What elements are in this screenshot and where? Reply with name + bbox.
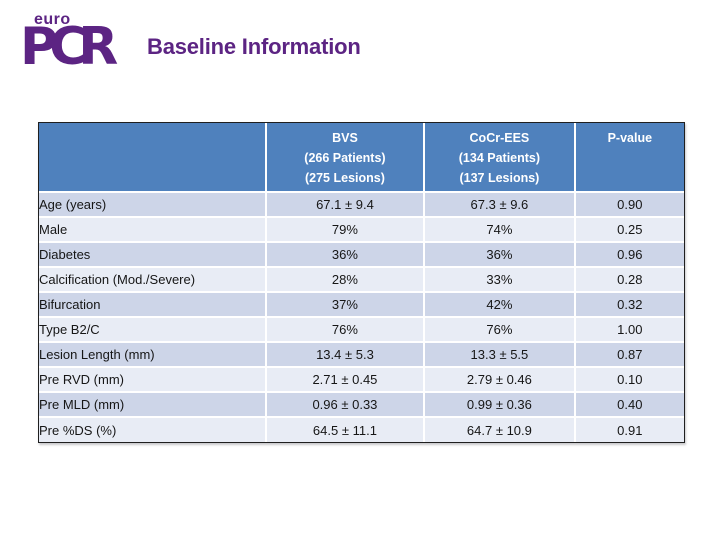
header-pvalue-cell: P-value [574,123,684,193]
table-row: Bifurcation 37% 42% 0.32 [39,292,684,318]
table-row: Lesion Length (mm) 13.4 ± 5.3 13.3 ± 5.5… [39,342,684,368]
p-value: 0.87 [574,342,684,368]
row-label: Diabetes [39,242,267,268]
row-label: Pre MLD (mm) [39,392,267,418]
cocr-value: 2.79 ± 0.46 [424,367,576,393]
header-cocr-cell: CoCr-EES (134 Patients) (137 Lesions) [424,123,576,193]
europcr-logo: euro PCR [20,11,118,77]
cocr-value: 33% [424,267,576,293]
header-line: (137 Lesions) [459,171,540,185]
header-empty-cell [39,123,267,193]
header-line: (266 Patients) [304,151,386,165]
bvs-value: 37% [265,292,426,318]
header-bvs-cell: BVS (266 Patients) (275 Lesions) [265,123,426,193]
baseline-table-container: BVS (266 Patients) (275 Lesions) CoCr-EE… [38,122,685,443]
cocr-value: 13.3 ± 5.5 [424,342,576,368]
row-label: Bifurcation [39,292,267,318]
cocr-value: 42% [424,292,576,318]
p-value: 0.40 [574,392,684,418]
table-row: Pre %DS (%) 64.5 ± 11.1 64.7 ± 10.9 0.91 [39,417,684,442]
row-label: Male [39,217,267,243]
bvs-value: 28% [265,267,426,293]
logo-pcr-text: PCR [20,17,118,77]
table-row: Diabetes 36% 36% 0.96 [39,242,684,268]
bvs-value: 79% [265,217,426,243]
header-line: BVS [332,131,358,145]
table-row: Age (years) 67.1 ± 9.4 67.3 ± 9.6 0.90 [39,192,684,218]
logo-euro-text: euro [34,11,71,28]
cocr-value: 76% [424,317,576,343]
bvs-value: 2.71 ± 0.45 [265,367,426,393]
header-line: CoCr-EES [469,131,530,145]
header-line: P-value [607,131,653,145]
p-value: 0.90 [574,192,684,218]
header-row: BVS (266 Patients) (275 Lesions) CoCr-EE… [39,123,684,193]
bvs-value: 36% [265,242,426,268]
header-line: (134 Patients) [458,151,541,165]
p-value: 0.25 [574,217,684,243]
p-value: 0.91 [574,417,684,442]
row-label: Pre %DS (%) [39,417,267,442]
p-value: 0.96 [574,242,684,268]
table-row: Pre MLD (mm) 0.96 ± 0.33 0.99 ± 0.36 0.4… [39,392,684,418]
baseline-table: BVS (266 Patients) (275 Lesions) CoCr-EE… [39,123,684,442]
p-value: 0.28 [574,267,684,293]
cocr-value: 67.3 ± 9.6 [424,192,576,218]
bvs-value: 0.96 ± 0.33 [265,392,426,418]
page-title: Baseline Information [147,34,361,59]
row-label: Lesion Length (mm) [39,342,267,368]
row-label: Type B2/C [39,317,267,343]
p-value: 0.10 [574,367,684,393]
cocr-value: 74% [424,217,576,243]
table-body: Age (years) 67.1 ± 9.4 67.3 ± 9.6 0.90 M… [39,192,684,442]
table-row: Pre RVD (mm) 2.71 ± 0.45 2.79 ± 0.46 0.1… [39,367,684,393]
cocr-value: 64.7 ± 10.9 [424,417,576,442]
bvs-value: 76% [265,317,426,343]
p-value: 1.00 [574,317,684,343]
table-row: Male 79% 74% 0.25 [39,217,684,243]
row-label: Calcification (Mod./Severe) [39,267,267,293]
bvs-value: 64.5 ± 11.1 [265,417,426,442]
cocr-value: 0.99 ± 0.36 [424,392,576,418]
header-line: (275 Lesions) [304,171,385,185]
table-row: Calcification (Mod./Severe) 28% 33% 0.28 [39,267,684,293]
table-row: Type B2/C 76% 76% 1.00 [39,317,684,343]
table-header: BVS (266 Patients) (275 Lesions) CoCr-EE… [39,123,684,193]
bvs-value: 67.1 ± 9.4 [265,192,426,218]
p-value: 0.32 [574,292,684,318]
bvs-value: 13.4 ± 5.3 [265,342,426,368]
row-label: Age (years) [39,192,267,218]
row-label: Pre RVD (mm) [39,367,267,393]
cocr-value: 36% [424,242,576,268]
